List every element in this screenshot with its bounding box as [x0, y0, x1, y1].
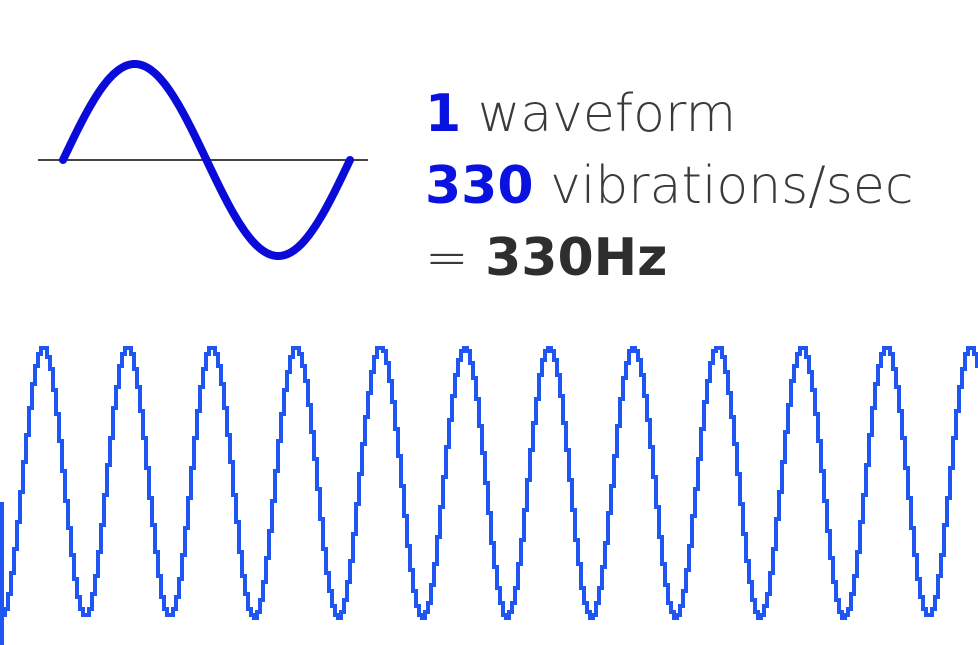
waveform-label: waveform — [477, 84, 737, 144]
vibration-count: 330 — [425, 156, 534, 216]
repeated-waveform-diagram — [0, 346, 978, 645]
frequency-result: 330Hz — [485, 228, 668, 288]
caption-line-vibrations: 330 vibrations/sec — [425, 150, 965, 222]
repeated-sine-wave — [0, 346, 978, 645]
vibration-label: vibrations/sec — [550, 156, 914, 216]
equals-sign: = — [425, 228, 469, 288]
caption-line-waveform: 1 waveform — [425, 78, 965, 150]
single-sine-wave — [59, 59, 354, 261]
single-waveform-diagram — [38, 59, 368, 261]
frequency-caption: 1 waveform 330 vibrations/sec = 330Hz — [425, 78, 965, 294]
caption-line-result: = 330Hz — [425, 222, 965, 294]
waveform-count: 1 — [425, 84, 462, 144]
